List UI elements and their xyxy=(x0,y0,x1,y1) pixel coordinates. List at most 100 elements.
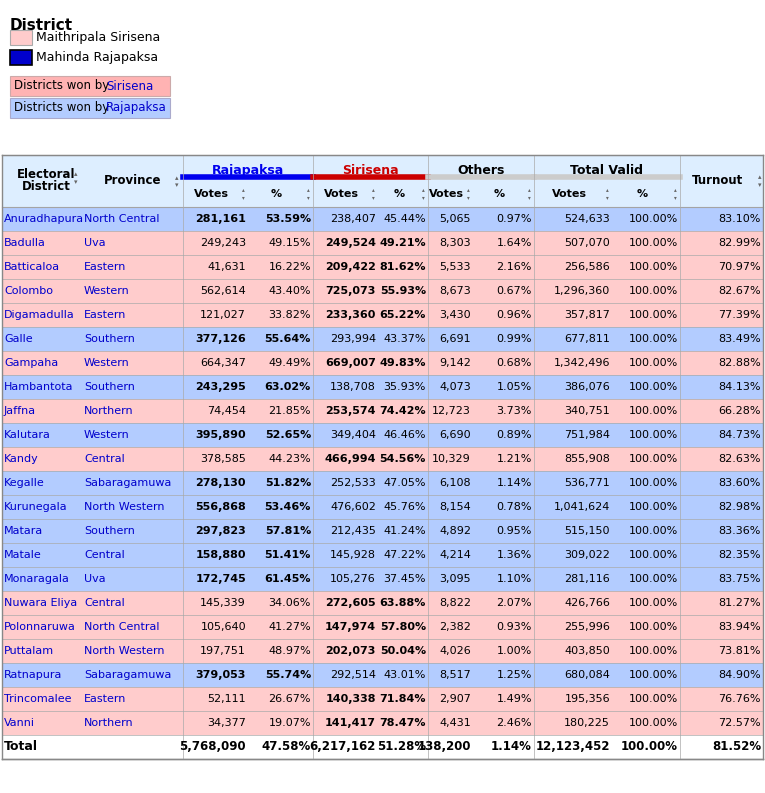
Text: 49.15%: 49.15% xyxy=(269,238,311,248)
Text: 34,377: 34,377 xyxy=(207,718,246,728)
Text: 147,974: 147,974 xyxy=(325,622,376,632)
Text: 100.00%: 100.00% xyxy=(629,334,678,344)
Text: 16.22%: 16.22% xyxy=(269,262,311,272)
Text: 78.47%: 78.47% xyxy=(379,718,426,728)
Text: 556,868: 556,868 xyxy=(195,502,246,512)
Bar xyxy=(2,615,763,639)
Text: Kalutara: Kalutara xyxy=(4,430,51,440)
Text: 100.00%: 100.00% xyxy=(629,358,678,368)
Text: Western: Western xyxy=(84,358,130,368)
Text: ▾: ▾ xyxy=(372,196,375,201)
Text: 100.00%: 100.00% xyxy=(629,406,678,416)
Text: 82.98%: 82.98% xyxy=(718,502,761,512)
Text: Nuwara Eliya: Nuwara Eliya xyxy=(4,598,77,608)
Text: Turnout: Turnout xyxy=(692,174,743,187)
Bar xyxy=(2,207,763,231)
Text: 72.57%: 72.57% xyxy=(718,718,761,728)
Text: 100.00%: 100.00% xyxy=(629,574,678,584)
Bar xyxy=(2,495,763,519)
Bar xyxy=(2,327,763,351)
Text: 0.89%: 0.89% xyxy=(496,430,532,440)
Text: Western: Western xyxy=(84,286,130,296)
Text: 83.49%: 83.49% xyxy=(718,334,761,344)
Text: ▴: ▴ xyxy=(528,187,531,193)
Text: 100.00%: 100.00% xyxy=(629,214,678,224)
Text: 51.82%: 51.82% xyxy=(265,478,311,488)
Text: 0.96%: 0.96% xyxy=(496,310,532,320)
Text: 172,745: 172,745 xyxy=(195,574,246,584)
Text: 21.85%: 21.85% xyxy=(269,406,311,416)
Text: 377,126: 377,126 xyxy=(195,334,246,344)
Text: 386,076: 386,076 xyxy=(565,382,610,392)
Text: 8,822: 8,822 xyxy=(439,598,471,608)
Text: 82.67%: 82.67% xyxy=(718,286,761,296)
Text: Rajapaksa: Rajapaksa xyxy=(106,102,167,114)
Text: 0.99%: 0.99% xyxy=(496,334,532,344)
Bar xyxy=(10,76,170,96)
Text: Polonnaruwa: Polonnaruwa xyxy=(4,622,76,632)
Text: 100.00%: 100.00% xyxy=(621,741,678,753)
Text: ▴: ▴ xyxy=(758,174,761,180)
Text: Eastern: Eastern xyxy=(84,310,126,320)
Text: 476,602: 476,602 xyxy=(330,502,376,512)
Bar xyxy=(2,711,763,735)
Text: 680,084: 680,084 xyxy=(564,670,610,680)
Text: 2.07%: 2.07% xyxy=(496,598,532,608)
Text: 8,673: 8,673 xyxy=(439,286,471,296)
Text: Votes: Votes xyxy=(429,189,464,199)
Text: 1.10%: 1.10% xyxy=(496,574,532,584)
Bar xyxy=(2,543,763,567)
Text: 49.83%: 49.83% xyxy=(379,358,426,368)
Text: 0.78%: 0.78% xyxy=(496,502,532,512)
Text: 33.82%: 33.82% xyxy=(269,310,311,320)
Text: 0.68%: 0.68% xyxy=(496,358,532,368)
Text: 138,708: 138,708 xyxy=(330,382,376,392)
Text: 8,154: 8,154 xyxy=(439,502,471,512)
Bar xyxy=(2,687,763,711)
Text: 1.00%: 1.00% xyxy=(496,646,532,656)
Text: Central: Central xyxy=(84,550,125,560)
Text: 83.36%: 83.36% xyxy=(718,526,761,536)
Text: 100.00%: 100.00% xyxy=(629,454,678,464)
Text: 293,994: 293,994 xyxy=(330,334,376,344)
Bar xyxy=(2,591,763,615)
Text: 1.05%: 1.05% xyxy=(496,382,532,392)
Text: 73.81%: 73.81% xyxy=(718,646,761,656)
Text: 379,053: 379,053 xyxy=(196,670,246,680)
Text: %: % xyxy=(494,189,505,199)
Text: Electoral: Electoral xyxy=(17,168,75,182)
Text: ▾: ▾ xyxy=(175,182,179,188)
Bar xyxy=(10,98,170,118)
Text: ▾: ▾ xyxy=(674,196,677,201)
Text: 238,407: 238,407 xyxy=(330,214,376,224)
Text: 57.80%: 57.80% xyxy=(380,622,426,632)
Text: 57.81%: 57.81% xyxy=(265,526,311,536)
Text: 4,892: 4,892 xyxy=(439,526,471,536)
Text: 8,303: 8,303 xyxy=(439,238,471,248)
Text: 3,430: 3,430 xyxy=(439,310,471,320)
Text: Eastern: Eastern xyxy=(84,262,126,272)
Text: 255,996: 255,996 xyxy=(564,622,610,632)
Text: 45.76%: 45.76% xyxy=(383,502,426,512)
Text: 83.94%: 83.94% xyxy=(718,622,761,632)
Text: 5,768,090: 5,768,090 xyxy=(179,741,246,753)
Text: 26.67%: 26.67% xyxy=(269,694,311,704)
Text: ▴: ▴ xyxy=(422,187,425,193)
Text: Province: Province xyxy=(104,174,161,187)
Text: North Central: North Central xyxy=(84,214,159,224)
Bar xyxy=(2,639,763,663)
Bar xyxy=(10,30,32,45)
Text: 395,890: 395,890 xyxy=(195,430,246,440)
Text: 100.00%: 100.00% xyxy=(629,718,678,728)
Text: 297,823: 297,823 xyxy=(195,526,246,536)
Text: 12,723: 12,723 xyxy=(432,406,471,416)
Text: 340,751: 340,751 xyxy=(565,406,610,416)
Text: 84.73%: 84.73% xyxy=(718,430,761,440)
Text: 43.01%: 43.01% xyxy=(383,670,426,680)
Text: Western: Western xyxy=(84,430,130,440)
Text: 52,111: 52,111 xyxy=(207,694,246,704)
Bar xyxy=(2,519,763,543)
Text: Votes: Votes xyxy=(324,189,359,199)
Text: 1.14%: 1.14% xyxy=(496,478,532,488)
Text: North Western: North Western xyxy=(84,502,164,512)
